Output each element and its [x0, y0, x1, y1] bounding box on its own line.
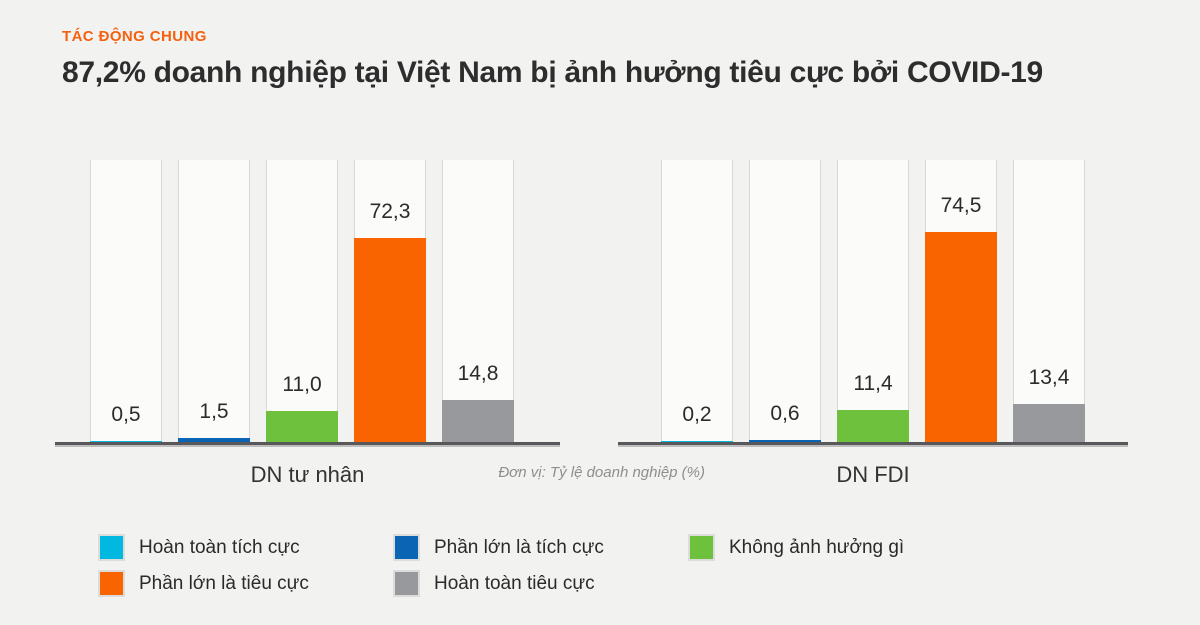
group-axis-label: DN FDI: [836, 462, 910, 487]
bar-track: 14,8: [442, 160, 514, 442]
legend-item-label: Hoàn toàn tiêu cực: [434, 572, 595, 594]
bar-track: 1,5: [178, 160, 250, 442]
bar-value-label: 11,0: [282, 372, 322, 396]
bar-track: 72,3: [354, 160, 426, 442]
bar-track: 0,6: [749, 160, 821, 442]
bar-value-label: 0,5: [111, 402, 141, 426]
eyebrow-label: TÁC ĐỘNG CHUNG: [62, 28, 207, 45]
bar: [354, 238, 426, 442]
bar-track: 11,0: [266, 160, 338, 442]
bar-value-label: 11,4: [853, 371, 893, 395]
bar-track: 11,4: [837, 160, 909, 442]
bar-value-label: 0,2: [682, 402, 712, 426]
legend-item-label: Phần lớn là tiêu cực: [139, 572, 309, 594]
bar: [1013, 404, 1085, 442]
axis-baseline-shadow: [55, 445, 560, 447]
legend-swatch: [393, 534, 420, 561]
axis-baseline: [55, 442, 560, 445]
bar-value-label: 74,5: [940, 193, 982, 217]
bar: [749, 440, 821, 442]
bar: [837, 409, 909, 442]
bar-track: 0,5: [90, 160, 162, 442]
legend-item: Hoàn toàn tiêu cực: [393, 570, 595, 597]
bar-value-label: 13,4: [1028, 366, 1070, 390]
bar: [266, 410, 338, 442]
legend-item: Hoàn toàn tích cực: [98, 534, 300, 561]
bar-value-label: 1,5: [199, 399, 229, 423]
bar: [925, 231, 997, 442]
legend-swatch: [98, 534, 125, 561]
legend-swatch: [98, 570, 125, 597]
legend-item: Phần lớn là tiêu cực: [98, 570, 309, 597]
bar: [661, 440, 733, 442]
legend-swatch: [393, 570, 420, 597]
bar-value-label: 72,3: [369, 200, 411, 224]
axis-baseline-shadow: [618, 445, 1128, 447]
legend-item: Không ảnh hưởng gì: [688, 534, 905, 561]
bar-group: 0,2 0,6 11,4 74,5 13,4: [661, 160, 1085, 442]
bar: [178, 437, 250, 442]
bar: [90, 440, 162, 442]
chart-title: 87,2% doanh nghiệp tại Việt Nam bị ảnh h…: [62, 56, 1043, 89]
legend-item: Phần lớn là tích cực: [393, 534, 604, 561]
bar-track: 13,4: [1013, 160, 1085, 442]
legend-swatch: [688, 534, 715, 561]
bar-value-label: 0,6: [770, 402, 800, 426]
legend-item-label: Phần lớn là tích cực: [434, 536, 604, 558]
legend-item-label: Hoàn toàn tích cực: [139, 536, 300, 558]
bar-track: 74,5: [925, 160, 997, 442]
bar: [442, 400, 514, 442]
legend-item-label: Không ảnh hưởng gì: [729, 536, 905, 558]
unit-note: Đơn vị: Tỷ lệ doanh nghiệp (%): [498, 464, 705, 481]
bar-group: 0,5 1,5 11,0 72,3 14,8: [90, 160, 514, 442]
group-axis-label: DN tư nhân: [250, 462, 365, 487]
bar-value-label: 14,8: [457, 362, 499, 386]
axis-baseline: [618, 442, 1128, 445]
legend: Hoàn toàn tích cực Phần lớn là tích cực Kh…: [98, 534, 1100, 606]
bar-track: 0,2: [661, 160, 733, 442]
